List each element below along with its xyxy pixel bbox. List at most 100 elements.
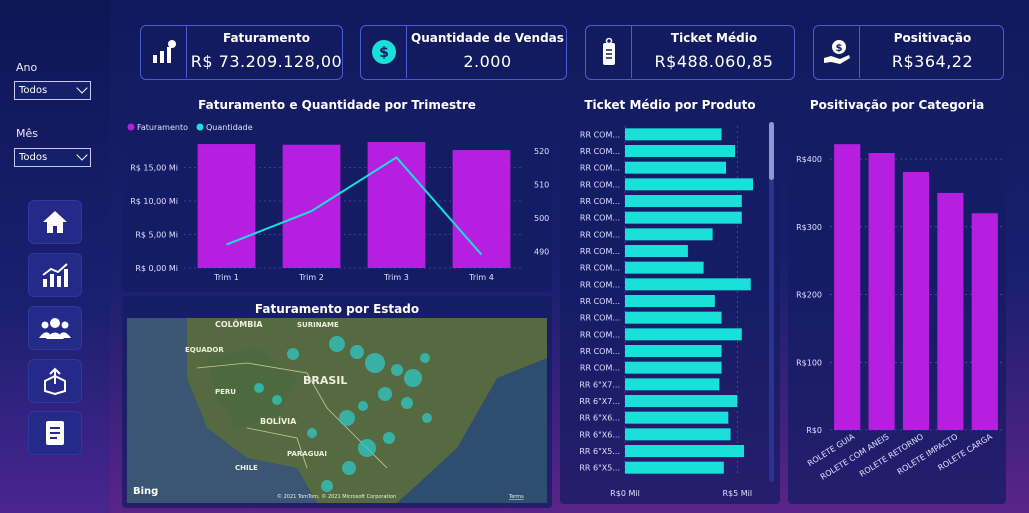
ticket-bar[interactable] xyxy=(625,128,722,141)
svg-text:$: $ xyxy=(835,43,842,54)
ano-select[interactable]: Todos xyxy=(14,81,91,100)
quantidade-line[interactable] xyxy=(226,156,483,256)
mes-select[interactable]: Todos xyxy=(14,148,91,167)
brazil-map[interactable]: COLÔMBIA SURINAME EQUADOR PERU BRASIL BO… xyxy=(127,318,547,503)
ticket-bar[interactable] xyxy=(625,311,722,324)
categoria-bar[interactable] xyxy=(868,152,895,430)
state-bubble xyxy=(350,345,364,359)
categoria-bar[interactable] xyxy=(971,213,998,430)
state-bubble xyxy=(272,395,282,405)
ticket-bar[interactable] xyxy=(625,445,745,457)
categoria-bar[interactable] xyxy=(937,192,964,430)
ano-value: Todos xyxy=(19,85,48,96)
map-label-paraguai: PARAGUAI xyxy=(287,450,327,458)
scrollbar-track[interactable] xyxy=(769,122,774,482)
state-bubble xyxy=(321,480,333,492)
ticket-bar[interactable] xyxy=(625,345,722,357)
ano-label: Ano xyxy=(16,61,38,74)
x-category-label: ROLETE IMPACTO xyxy=(896,432,960,476)
ticket-bar[interactable] xyxy=(625,195,742,207)
state-bubble xyxy=(339,410,355,426)
ticket-bar[interactable] xyxy=(625,328,742,341)
price-tag-icon xyxy=(602,37,615,65)
y-category-label: RR COM... xyxy=(580,347,620,356)
y-category-label: RR COM... xyxy=(580,164,620,173)
kpi-faturamento-title: Faturamento xyxy=(222,31,311,45)
categoria-bar[interactable] xyxy=(834,144,861,430)
ticket-bar[interactable] xyxy=(625,145,736,157)
y-tick-label: R$200 xyxy=(796,291,822,300)
state-bubble xyxy=(378,387,392,401)
ticket-bar[interactable] xyxy=(625,211,742,224)
faturamento-bar[interactable] xyxy=(452,150,511,268)
ticket-bar[interactable] xyxy=(625,361,722,374)
hand-coin-icon: $ xyxy=(823,40,850,64)
ticket-bar[interactable] xyxy=(625,411,729,424)
bing-logo: Bing xyxy=(133,486,158,497)
faturamento-bar[interactable] xyxy=(367,142,426,268)
categoria-bar[interactable] xyxy=(902,171,930,430)
map-canvas: COLÔMBIA SURINAME EQUADOR PERU BRASIL BO… xyxy=(127,318,547,503)
y-tick-label: R$400 xyxy=(796,155,822,164)
chevron-down-icon xyxy=(76,82,88,94)
x-category-label: ROLETE RETORNO xyxy=(858,432,925,479)
revenue-chart-icon xyxy=(152,40,176,63)
y-tick-label: R$0 xyxy=(806,426,822,435)
y-tick-label: R$100 xyxy=(796,358,822,367)
kpi-faturamento-value: R$ 73.209.128,00 xyxy=(190,52,343,71)
kpi-ticket-icon-box xyxy=(586,26,632,78)
y-category-label: RR 6"X5... xyxy=(579,464,620,473)
y-category-label: RR COM... xyxy=(580,330,620,339)
map-label-colombia: COLÔMBIA xyxy=(215,318,263,329)
x-tick-label: Trim 2 xyxy=(298,273,324,282)
nav-users-button[interactable] xyxy=(28,306,82,350)
home-icon xyxy=(43,211,67,233)
ticket-bar[interactable] xyxy=(625,278,751,291)
nav-upload-button[interactable] xyxy=(28,359,82,403)
scrollbar-thumb[interactable] xyxy=(769,122,774,180)
dollar-coin-icon: $ xyxy=(371,40,396,64)
state-bubble xyxy=(401,397,413,409)
y-category-label: RR 6"X6... xyxy=(579,430,620,439)
kpi-ticket-card: Ticket Médio R$488.060,85 xyxy=(585,25,795,80)
ticket-bar[interactable] xyxy=(625,178,754,191)
ticket-bar[interactable] xyxy=(625,261,704,274)
y-category-label: RR COM... xyxy=(580,230,620,239)
map-label-bolivia: BOLÍVIA xyxy=(260,415,297,426)
kpi-positivacao-icon-box: $ xyxy=(814,26,860,78)
ticket-bar[interactable] xyxy=(625,228,713,241)
svg-text:$: $ xyxy=(379,45,389,61)
state-bubble xyxy=(358,401,368,411)
kpi-faturamento-card: Faturamento R$ 73.209.128,00 xyxy=(140,25,343,80)
document-icon xyxy=(46,421,64,445)
y-category-label: RR COM... xyxy=(580,180,620,189)
map-label-equador: EQUADOR xyxy=(185,346,224,354)
ticket-bar[interactable] xyxy=(625,161,727,174)
mes-value: Todos xyxy=(19,152,48,163)
ticket-bar[interactable] xyxy=(625,295,715,307)
amazon-region xyxy=(207,348,297,428)
estado-title: Faturamento por Estado xyxy=(254,302,420,316)
box-upload-icon xyxy=(44,367,66,395)
map-label-suriname: SURINAME xyxy=(297,321,339,329)
map-terms-link[interactable]: Terms xyxy=(508,494,524,500)
y-category-label: RR COM... xyxy=(580,147,620,156)
kpi-positivacao-title: Positivação xyxy=(893,31,972,45)
kpi-quantidade-title: Quantidade de Vendas xyxy=(411,31,564,45)
y-category-label: RR 6"X7... xyxy=(579,380,620,389)
nav-chart-button[interactable] xyxy=(28,253,82,297)
faturamento-bar[interactable] xyxy=(282,144,341,268)
nav-home-button[interactable] xyxy=(28,200,82,244)
ticket-bar[interactable] xyxy=(625,245,688,257)
legend-quantidade-label: Quantidade xyxy=(206,123,253,132)
state-bubble xyxy=(404,369,422,387)
ticket-bar[interactable] xyxy=(625,395,738,407)
ticket-bar[interactable] xyxy=(625,428,731,441)
categoria-title: Positivação por Categoria xyxy=(809,98,985,112)
ticket-bar[interactable] xyxy=(625,378,720,391)
ticket-bar[interactable] xyxy=(625,461,724,474)
y-category-label: RR COM... xyxy=(580,247,620,256)
kpi-ticket-value: R$488.060,85 xyxy=(654,52,774,71)
faturamento-bar[interactable] xyxy=(197,144,256,268)
nav-document-button[interactable] xyxy=(28,411,82,455)
